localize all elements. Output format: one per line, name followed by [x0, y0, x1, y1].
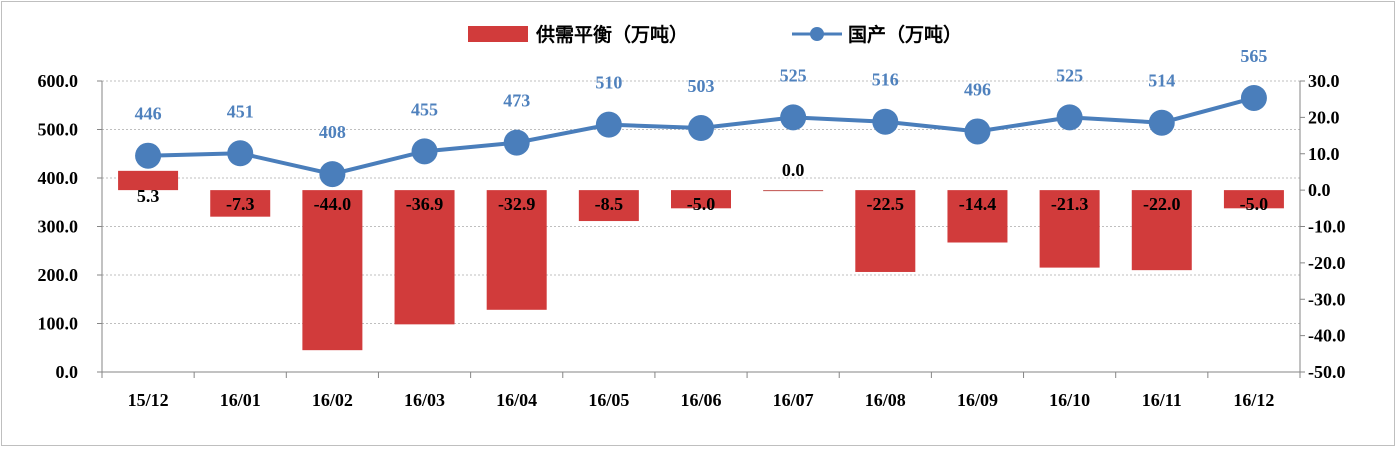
- bar: [855, 190, 916, 272]
- bar-label: -7.3: [226, 194, 255, 214]
- bar: [1039, 190, 1100, 268]
- x-tick-label: 16/12: [1233, 390, 1274, 410]
- right-tick-label: -20.0: [1308, 253, 1346, 273]
- bar-label: -36.9: [406, 194, 444, 214]
- x-tick-label: 16/10: [1049, 390, 1090, 410]
- bar: [947, 190, 1008, 243]
- bar: [210, 190, 271, 217]
- bar-label: -5.0: [1240, 194, 1269, 214]
- bar-label: -22.5: [867, 194, 905, 214]
- left-tick-label: 200.0: [38, 265, 79, 285]
- line-marker: [595, 111, 622, 138]
- right-tick-label: 10.0: [1308, 144, 1340, 164]
- right-tick-label: 30.0: [1308, 71, 1340, 91]
- x-tick-label: 15/12: [128, 390, 169, 410]
- x-tick-label: 16/07: [773, 390, 814, 410]
- line-label: 473: [503, 91, 530, 111]
- line-label: 510: [595, 73, 622, 93]
- x-tick-label: 16/06: [680, 390, 721, 410]
- legend: 供需平衡（万吨） 国产（万吨）: [468, 23, 962, 46]
- line-marker: [1240, 84, 1267, 111]
- x-tick-label: 16/01: [220, 390, 261, 410]
- bar: [578, 190, 639, 222]
- line-marker: [964, 118, 991, 145]
- bar-label: 5.3: [137, 186, 160, 206]
- bar: [671, 190, 731, 209]
- line-label: 565: [1240, 46, 1267, 66]
- left-tick-label: 100.0: [38, 314, 79, 334]
- x-tick-label: 16/03: [404, 390, 445, 410]
- x-tick-label: 16/08: [865, 390, 906, 410]
- right-tick-label: -30.0: [1308, 289, 1346, 309]
- line-marker: [688, 115, 714, 142]
- legend-bar-label: 供需平衡（万吨）: [535, 23, 688, 46]
- left-tick-label: 600.0: [38, 71, 79, 91]
- x-tick-label: 16/11: [1142, 390, 1182, 410]
- line-marker: [135, 142, 162, 169]
- line-label: 514: [1148, 71, 1175, 91]
- bar-label: -44.0: [314, 194, 352, 214]
- bar-label: -32.9: [498, 194, 536, 214]
- bar-label: -14.4: [959, 194, 997, 214]
- bar-label: -21.3: [1051, 194, 1089, 214]
- line-label: 446: [135, 104, 162, 124]
- line-label: 496: [964, 79, 991, 99]
- right-tick-label: 0.0: [1308, 180, 1331, 200]
- x-tick-label: 16/09: [957, 390, 998, 410]
- line-label: 516: [872, 70, 899, 90]
- left-tick-label: 0.0: [56, 362, 79, 382]
- line-marker: [227, 140, 254, 167]
- line-label: 455: [411, 99, 438, 119]
- line-label: 451: [227, 101, 254, 121]
- x-tick-label: 16/05: [588, 390, 629, 410]
- line-label: 408: [319, 122, 346, 142]
- line-marker: [780, 104, 807, 131]
- line-label: 525: [780, 65, 807, 85]
- right-tick-label: 20.0: [1308, 107, 1340, 127]
- bar: [302, 190, 363, 351]
- bar-label: 0.0: [782, 160, 805, 180]
- right-tick-label: -40.0: [1308, 326, 1346, 346]
- line-marker: [503, 129, 530, 156]
- legend-bar-swatch: [468, 26, 528, 42]
- line-label: 525: [1056, 65, 1083, 85]
- right-tick-label: -10.0: [1308, 217, 1346, 237]
- left-tick-label: 300.0: [38, 217, 79, 237]
- legend-line-label: 国产（万吨）: [848, 23, 962, 46]
- legend-line-marker: [810, 27, 824, 41]
- line-marker: [411, 138, 438, 165]
- x-tick-label: 16/04: [496, 390, 537, 410]
- line-marker: [1148, 109, 1175, 136]
- left-tick-label: 400.0: [38, 168, 79, 188]
- bar: [1131, 190, 1192, 271]
- right-tick-label: -50.0: [1308, 362, 1346, 382]
- bar: [486, 190, 547, 310]
- bar-label: -8.5: [595, 194, 624, 214]
- bar: [394, 190, 455, 325]
- bar-label: -5.0: [687, 194, 716, 214]
- line-marker: [1056, 104, 1083, 131]
- left-tick-label: 500.0: [38, 120, 79, 140]
- bar-label: -22.0: [1143, 194, 1181, 214]
- line-marker: [872, 108, 899, 135]
- bar: [118, 170, 179, 191]
- line-label: 503: [688, 76, 715, 96]
- bar: [1223, 190, 1284, 209]
- x-tick-label: 16/02: [312, 390, 353, 410]
- line-marker: [319, 161, 346, 188]
- bar: [763, 190, 824, 192]
